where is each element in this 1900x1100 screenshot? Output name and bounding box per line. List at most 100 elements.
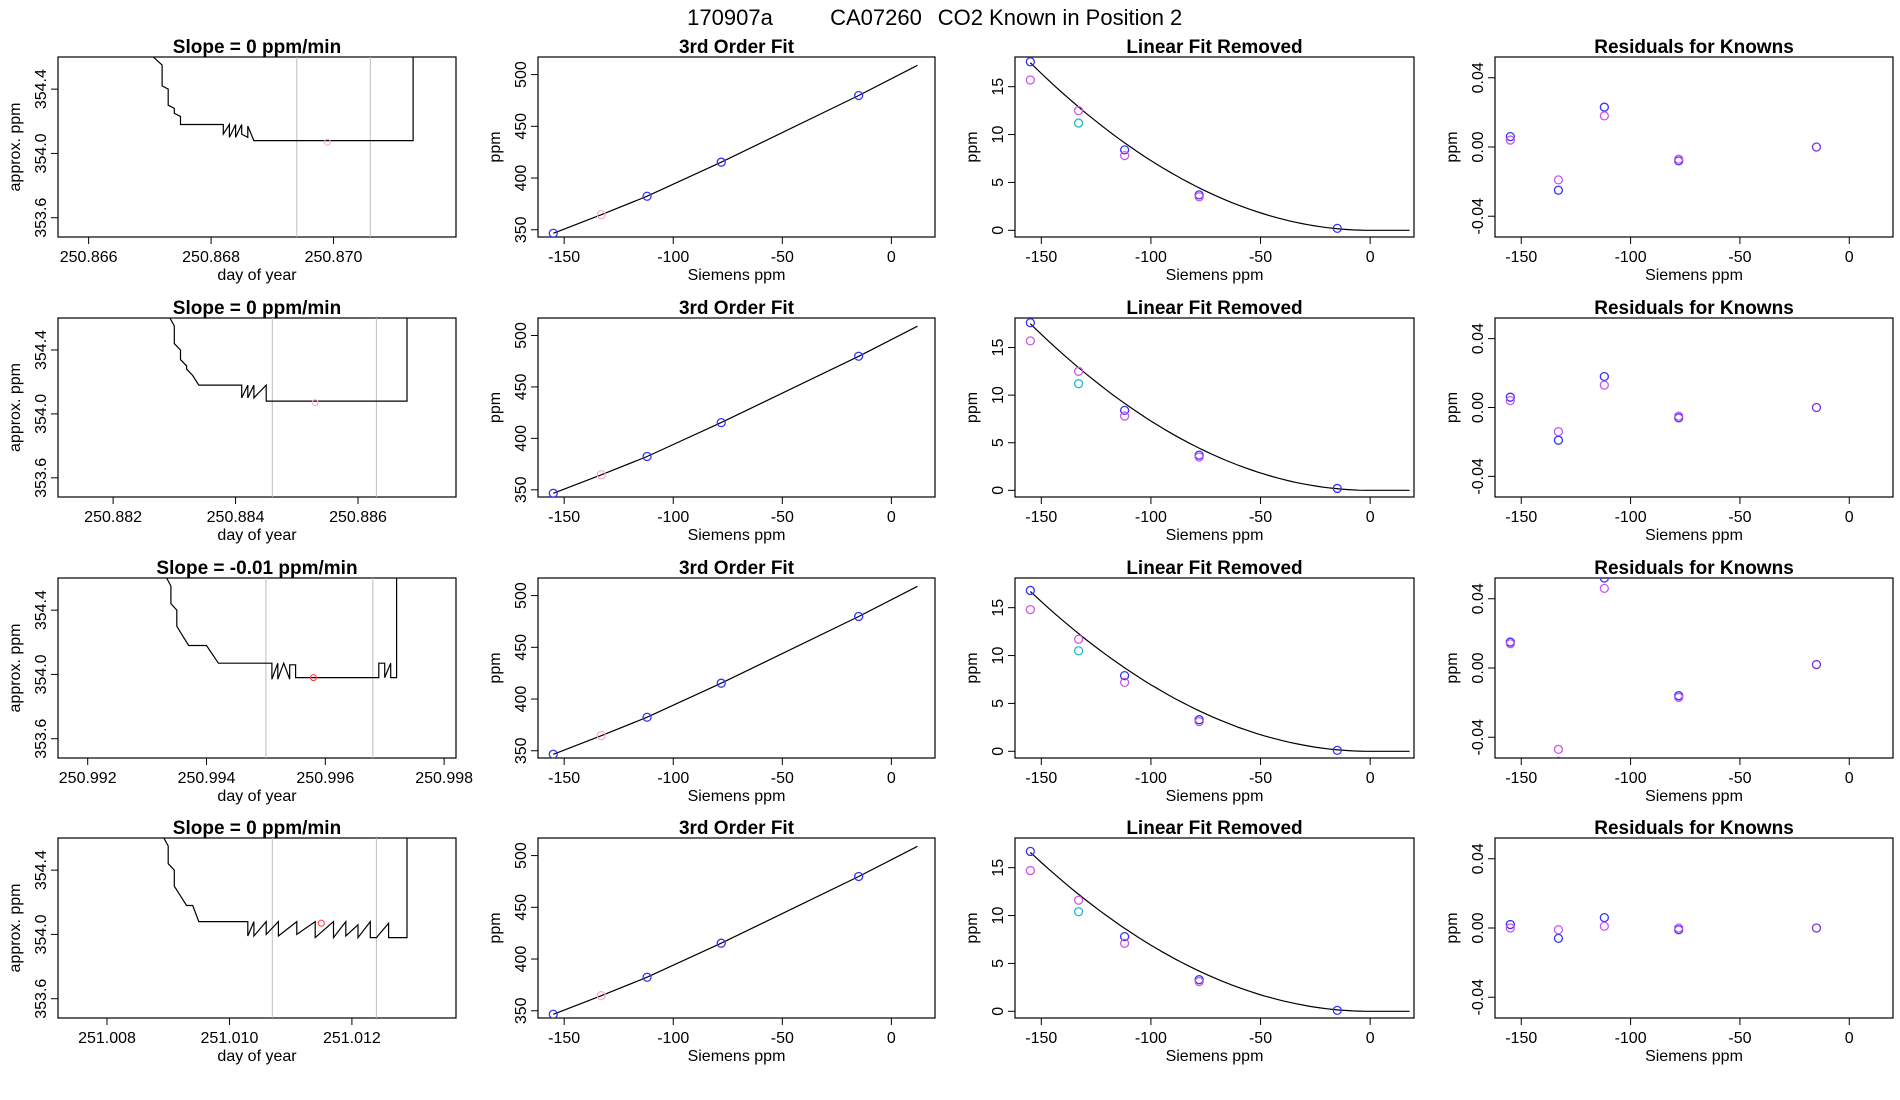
y-tick-label: 10 xyxy=(990,647,1007,665)
panel-title: 3rd Order Fit xyxy=(679,298,795,319)
data-line xyxy=(169,318,408,402)
plot-area xyxy=(1505,578,1822,758)
x-tick-label: -150 xyxy=(1025,1030,1057,1047)
panel-r3-timeseries: Slope = -0.01 ppm/min 250.992 250.994 250.9… xyxy=(7,558,473,805)
x-tick-label: 0 xyxy=(887,1030,896,1047)
point-purple xyxy=(1811,402,1822,413)
data-line xyxy=(165,578,398,680)
y-tick-label: 0.04 xyxy=(1470,843,1487,874)
x-axis-label: Siemens ppm xyxy=(688,267,786,284)
point-magenta xyxy=(1025,75,1035,85)
point-magenta xyxy=(1505,395,1515,406)
x-tick-label: -150 xyxy=(1025,770,1057,787)
point-magenta xyxy=(1025,865,1035,876)
x-tick-label: 0 xyxy=(1366,770,1375,787)
point-blue xyxy=(1119,405,1130,416)
point-magenta xyxy=(1599,380,1609,390)
panel-r4-fit: 3rd Order Fit -150 -100 -50 0 Siemens ppm 350 4… xyxy=(487,818,936,1065)
y-axis-label: ppm xyxy=(487,912,504,943)
x-tick-label: -100 xyxy=(1615,770,1647,787)
point-magenta xyxy=(1073,895,1084,905)
point-magenta xyxy=(1119,677,1130,688)
y-tick-label: 400 xyxy=(513,686,530,713)
plot-area xyxy=(1025,318,1410,494)
plot-frame xyxy=(57,577,457,759)
y-tick-label: 5 xyxy=(990,699,1007,708)
x-axis-label: day of year xyxy=(217,1048,297,1065)
point-magenta xyxy=(1599,921,1609,931)
x-tick-label: -50 xyxy=(1249,249,1272,266)
y-tick-label: 450 xyxy=(513,113,530,140)
point-blue xyxy=(1505,131,1515,142)
x-tick-label: -150 xyxy=(1025,249,1057,266)
x-axis-label: day of year xyxy=(217,788,297,805)
panel-r4-linear-removed: Linear Fit Removed -150 -100 -50 0 Siemens pp… xyxy=(964,818,1415,1065)
panel-r2-linear-removed: Linear Fit Removed -150 -100 -50 0 Siemens pp… xyxy=(964,298,1415,544)
x-tick-label: -100 xyxy=(1135,249,1167,266)
x-tick-label: -50 xyxy=(1249,509,1272,526)
x-tick-label: -100 xyxy=(1135,1030,1167,1047)
point-magenta xyxy=(1553,426,1564,437)
point-purple xyxy=(1811,923,1822,933)
main-title-tank: CA07260 xyxy=(830,5,922,30)
plot-frame xyxy=(537,317,936,498)
y-tick-label: 400 xyxy=(513,165,530,192)
x-tick-label: 250.994 xyxy=(178,770,236,787)
y-axis-label: approx. ppm xyxy=(7,363,24,452)
point-magenta xyxy=(1025,336,1035,346)
x-tick-label: 0 xyxy=(1845,770,1854,787)
x-tick-label: -150 xyxy=(548,770,580,787)
panel-title: 3rd Order Fit xyxy=(679,37,795,58)
point-blue xyxy=(1553,435,1564,445)
y-tick-label: 0.00 xyxy=(1470,652,1487,683)
y-tick-label: 10 xyxy=(990,386,1007,404)
point-blue xyxy=(1119,931,1130,942)
point-pink xyxy=(596,470,606,480)
main-title-id: 170907a xyxy=(687,5,773,30)
fit-curve xyxy=(553,585,918,755)
x-tick-label: -150 xyxy=(1505,509,1537,526)
panel-title: Residuals for Knowns xyxy=(1594,558,1794,579)
point-magenta xyxy=(1674,154,1684,164)
panel-r3-fit: 3rd Order Fit -150 -100 -50 0 Siemens ppm 350 4… xyxy=(487,558,936,805)
panel-title: Linear Fit Removed xyxy=(1126,298,1302,319)
panel-title: Slope = 0 ppm/min xyxy=(173,818,341,839)
y-tick-label: -0.04 xyxy=(1470,198,1487,235)
point-magenta xyxy=(1599,583,1609,594)
panel-r1-residuals: Residuals for Knowns -150 -100 -50 0 Siemens … xyxy=(1444,37,1894,284)
x-tick-label: -150 xyxy=(1505,249,1537,266)
point-blue xyxy=(854,90,864,101)
x-axis-label: day of year xyxy=(217,267,297,284)
y-tick-label: 0.04 xyxy=(1470,583,1487,614)
x-tick-label: 250.998 xyxy=(415,770,473,787)
mean-marker xyxy=(311,399,319,407)
y-axis-label: ppm xyxy=(964,912,981,943)
y-tick-label: 500 xyxy=(513,842,530,869)
mean-marker xyxy=(317,919,325,927)
plot-area xyxy=(163,838,408,1018)
plot-area xyxy=(1025,57,1410,234)
x-tick-label: 250.882 xyxy=(84,509,142,526)
panel-title: Linear Fit Removed xyxy=(1126,558,1302,579)
x-tick-label: 250.870 xyxy=(305,249,363,266)
point-blue xyxy=(1599,102,1609,112)
x-tick-label: 250.866 xyxy=(60,249,118,266)
y-tick-label: 353.6 xyxy=(33,979,50,1019)
panel-r4-timeseries: Slope = 0 ppm/min 251.008 251.010 251.012 da… xyxy=(7,818,457,1065)
plot-area xyxy=(1505,102,1822,195)
point-magenta xyxy=(1553,925,1564,935)
point-magenta xyxy=(1599,111,1609,121)
x-tick-label: -100 xyxy=(1135,770,1167,787)
point-blue xyxy=(1505,919,1515,930)
point-blue xyxy=(1505,392,1515,402)
x-tick-label: 0 xyxy=(1845,1030,1854,1047)
x-tick-label: -150 xyxy=(548,1030,580,1047)
y-axis-label: ppm xyxy=(1444,131,1461,162)
y-tick-label: 354.0 xyxy=(33,654,50,694)
x-tick-label: 250.992 xyxy=(59,770,117,787)
y-tick-label: 500 xyxy=(513,61,530,88)
y-tick-label: 5 xyxy=(990,438,1007,447)
y-tick-label: 354.0 xyxy=(33,394,50,434)
point-blue xyxy=(642,191,652,201)
